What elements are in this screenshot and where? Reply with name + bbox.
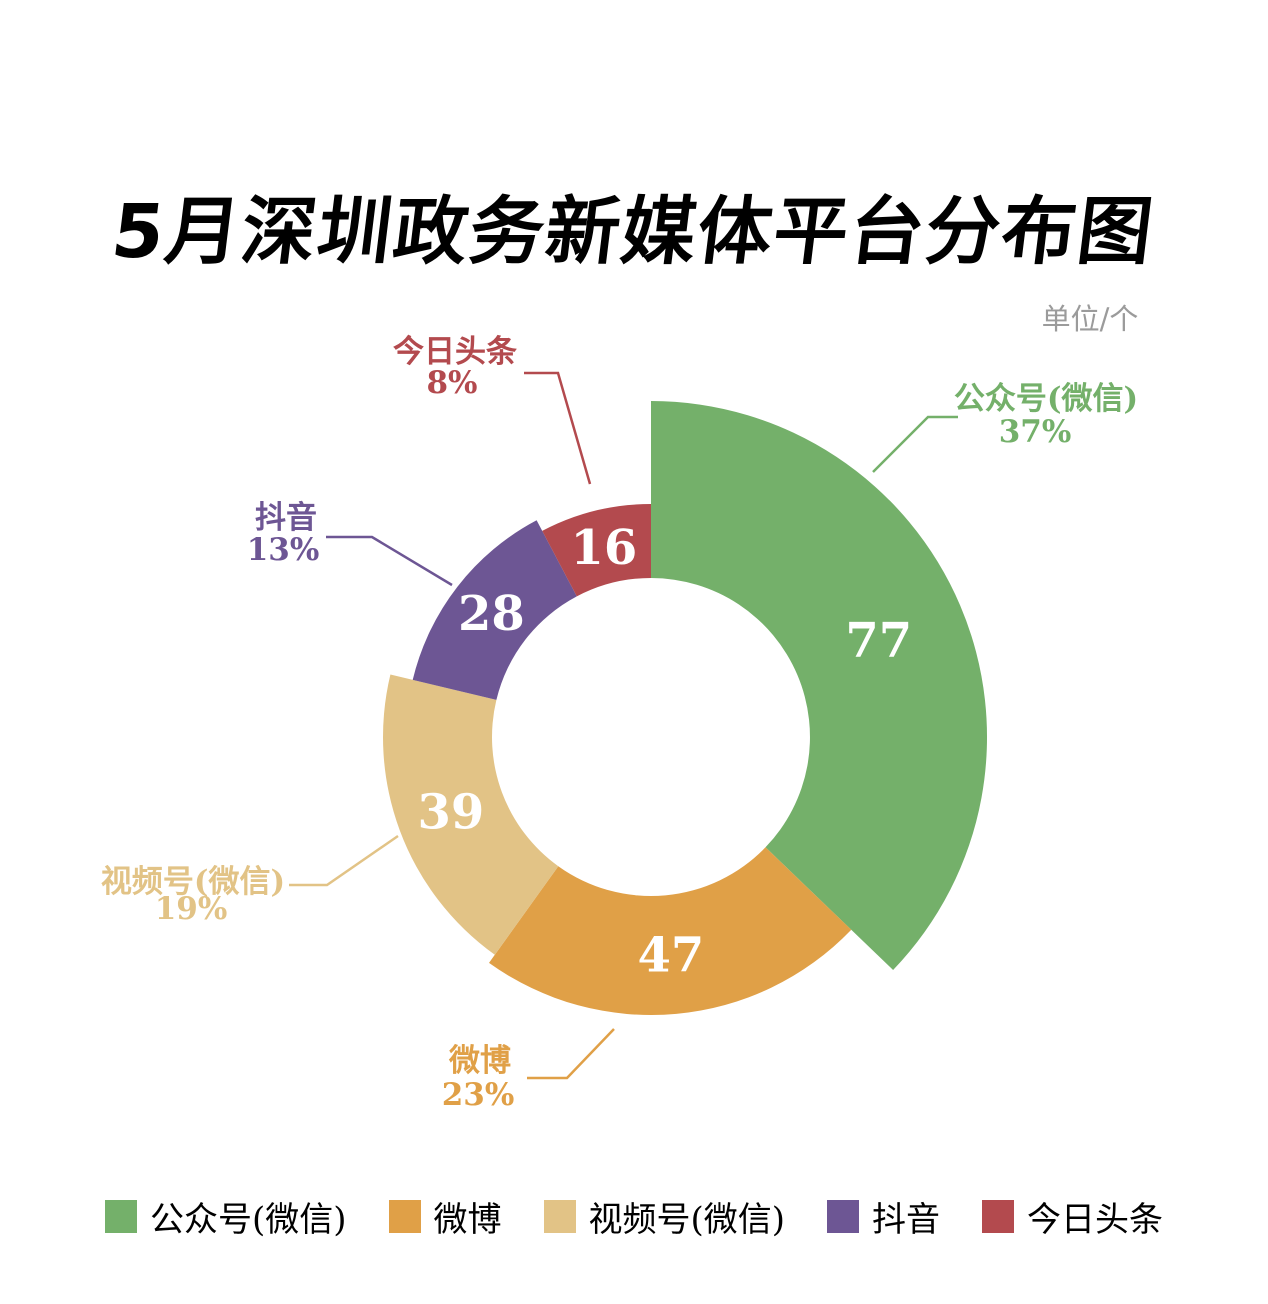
legend-label-toutiao: 今日头条 <box>1027 1200 1164 1240</box>
pie-slice-wechat-channels[interactable] <box>383 674 559 955</box>
callout-label-wechat-official-account: 公众号(微信) <box>954 381 1138 417</box>
legend-label-douyin: 抖音 <box>872 1200 941 1240</box>
leader-line-toutiao <box>524 371 592 485</box>
slice-value-wechat-channels: 39 <box>418 785 485 841</box>
slice-value-wechat-official-account: 77 <box>845 613 912 669</box>
leader-line-douyin <box>326 535 453 587</box>
leader-line-wechat-channels <box>289 834 399 887</box>
callout-percent-douyin: 13% <box>247 532 320 568</box>
pie-slice-toutiao[interactable] <box>542 503 651 597</box>
pie-slice-weibo[interactable] <box>489 847 852 1015</box>
legend-item-wechat-channels[interactable]: 视频号(微信) <box>543 1192 786 1241</box>
chart-legend: 公众号(微信) 微博 视频号(微信) 抖音 今日头条 <box>0 1192 1268 1241</box>
legend-swatch-weibo <box>388 1200 421 1233</box>
callout-label-wechat-channels: 视频号(微信) <box>101 864 285 900</box>
slice-value-douyin: 28 <box>458 586 525 642</box>
callout-percent-toutiao: 8% <box>426 365 477 401</box>
callout-percent-wechat-channels: 19% <box>155 891 228 927</box>
slice-value-toutiao: 16 <box>571 520 638 576</box>
legend-item-wechat-official-account[interactable]: 公众号(微信) <box>104 1192 347 1241</box>
pie-slice-wechat-official-account[interactable] <box>651 401 988 970</box>
callout-percent-wechat-official-account: 37% <box>999 414 1072 450</box>
callout-label-toutiao: 今日头条 <box>393 334 517 370</box>
legend-swatch-wechat-channels <box>543 1200 576 1233</box>
legend-swatch-wechat-official-account <box>104 1200 137 1233</box>
legend-swatch-douyin <box>827 1200 860 1233</box>
legend-label-wechat-official-account: 公众号(微信) <box>149 1200 347 1240</box>
legend-item-toutiao[interactable]: 今日头条 <box>982 1192 1163 1241</box>
callout-label-weibo: 微博 <box>448 1043 511 1079</box>
leader-line-wechat-official-account <box>872 415 958 473</box>
callout-percent-weibo: 23% <box>442 1077 515 1113</box>
legend-item-weibo[interactable]: 微博 <box>388 1192 502 1241</box>
legend-swatch-toutiao <box>982 1200 1015 1233</box>
legend-item-douyin[interactable]: 抖音 <box>827 1192 940 1241</box>
legend-label-wechat-channels: 视频号(微信) <box>588 1200 786 1240</box>
legend-label-weibo: 微博 <box>433 1200 502 1240</box>
pie-slice-douyin[interactable] <box>412 520 577 700</box>
unit-label: 单位/个 <box>1041 302 1139 336</box>
leader-line-weibo <box>527 1028 615 1080</box>
slice-value-weibo: 47 <box>638 928 705 984</box>
callout-label-douyin: 抖音 <box>255 500 317 536</box>
